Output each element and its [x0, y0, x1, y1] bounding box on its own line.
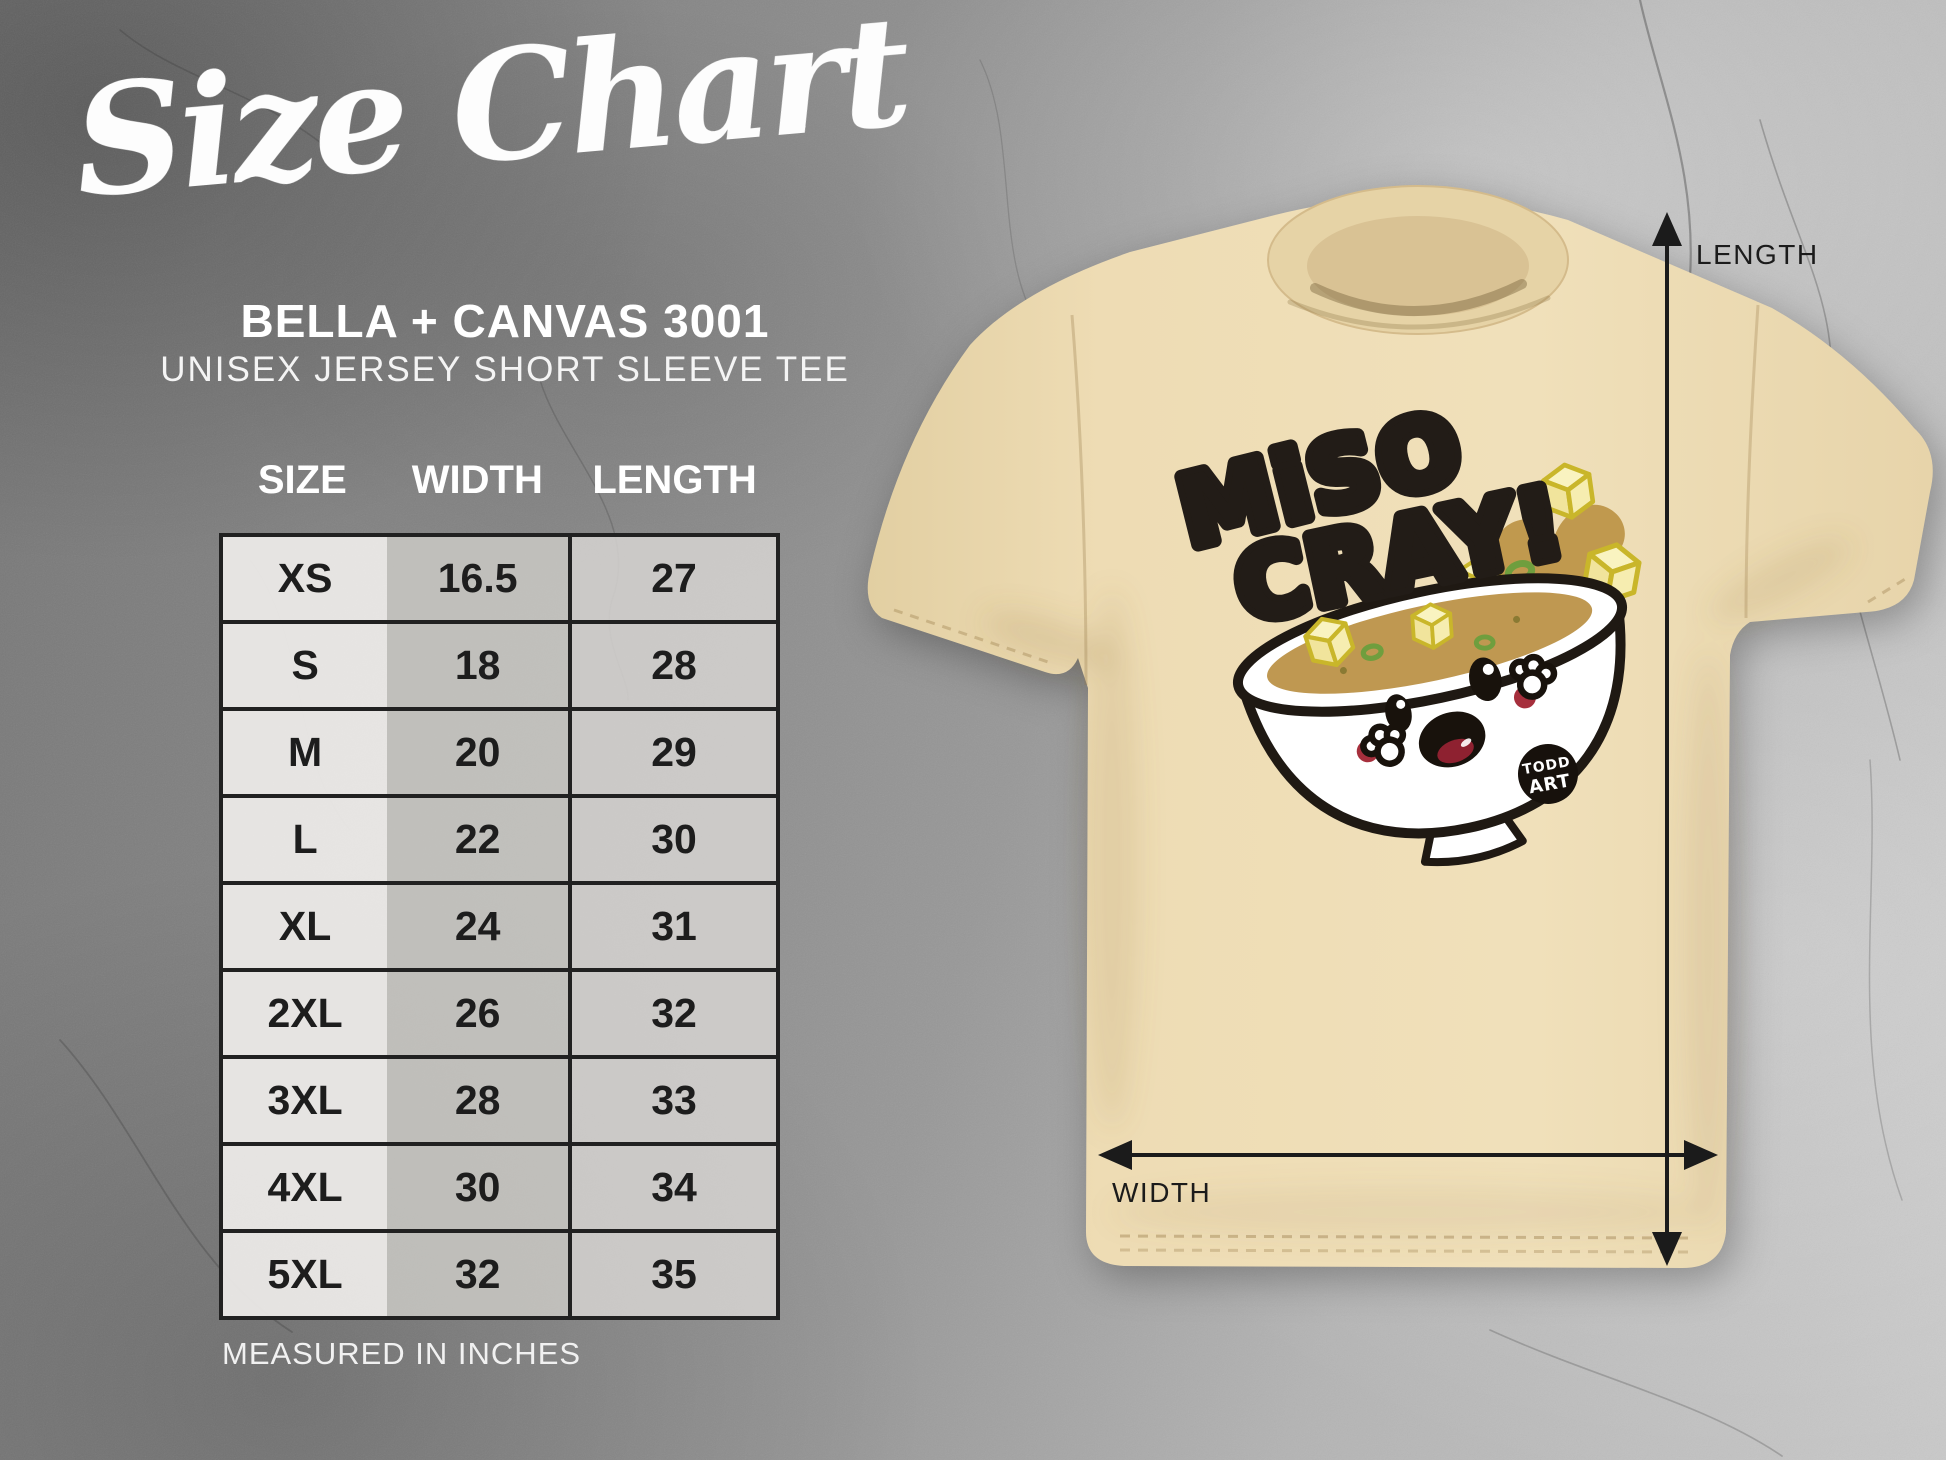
size-cell: S — [223, 624, 388, 707]
arrowhead-down-icon — [1652, 1232, 1682, 1266]
size-cell: 2XL — [223, 972, 388, 1055]
arrowhead-left-icon — [1098, 1140, 1132, 1170]
length-cell: 27 — [568, 537, 776, 620]
column-header-size: SIZE — [257, 458, 347, 502]
length-cell: 33 — [568, 1059, 776, 1142]
size-cell: XL — [223, 885, 388, 968]
table-row: S 18 28 — [223, 620, 776, 707]
length-cell: 34 — [568, 1146, 776, 1229]
width-cell: 16.5 — [387, 537, 569, 620]
width-cell: 26 — [387, 972, 569, 1055]
arrowhead-up-icon — [1652, 212, 1682, 246]
artist-badge: TODD ART — [1518, 744, 1578, 804]
table-row: 2XL 26 32 — [223, 968, 776, 1055]
table-row: 3XL 28 33 — [223, 1055, 776, 1142]
length-cell: 28 — [568, 624, 776, 707]
size-cell: 5XL — [223, 1233, 388, 1316]
width-cell: 20 — [387, 711, 569, 794]
size-table: XS 16.5 27 S 18 28 M 20 29 L 22 30 XL 24… — [219, 533, 780, 1320]
length-cell: 30 — [568, 798, 776, 881]
width-cell: 18 — [387, 624, 569, 707]
length-cell: 35 — [568, 1233, 776, 1316]
table-row: M 20 29 — [223, 707, 776, 794]
width-label: WIDTH — [1112, 1177, 1211, 1208]
table-row: 5XL 32 35 — [223, 1229, 776, 1316]
tshirt-photo: TODD ART MiSO CRAY! LENGTH WIDTH — [867, 185, 1933, 1268]
width-cell: 32 — [387, 1233, 569, 1316]
units-footnote: MEASURED IN INCHES — [222, 1336, 582, 1371]
kawaii-face — [1356, 657, 1536, 768]
product-name: UNISEX JERSEY SHORT SLEEVE TEE — [160, 350, 850, 389]
width-cell: 22 — [387, 798, 569, 881]
length-label: LENGTH — [1696, 239, 1819, 270]
product-brand: BELLA + CANVAS 3001 — [240, 295, 770, 347]
table-row: L 22 30 — [223, 794, 776, 881]
table-column-headers: SIZE WIDTH LENGTH — [219, 458, 780, 503]
column-header-width: WIDTH — [411, 458, 543, 502]
width-cell: 24 — [387, 885, 569, 968]
column-header-length: LENGTH — [592, 458, 757, 502]
table-row: XS 16.5 27 — [223, 537, 776, 620]
size-cell: 3XL — [223, 1059, 388, 1142]
arrowhead-right-icon — [1684, 1140, 1718, 1170]
size-cell: 4XL — [223, 1146, 388, 1229]
length-cell: 29 — [568, 711, 776, 794]
length-cell: 31 — [568, 885, 776, 968]
size-cell: L — [223, 798, 388, 881]
size-cell: XS — [223, 537, 388, 620]
size-cell: M — [223, 711, 388, 794]
table-row: 4XL 30 34 — [223, 1142, 776, 1229]
collar — [1267, 185, 1569, 335]
measurement-arrows — [1098, 212, 1718, 1266]
length-cell: 32 — [568, 972, 776, 1055]
width-cell: 30 — [387, 1146, 569, 1229]
table-row: XL 24 31 — [223, 881, 776, 968]
width-cell: 28 — [387, 1059, 569, 1142]
